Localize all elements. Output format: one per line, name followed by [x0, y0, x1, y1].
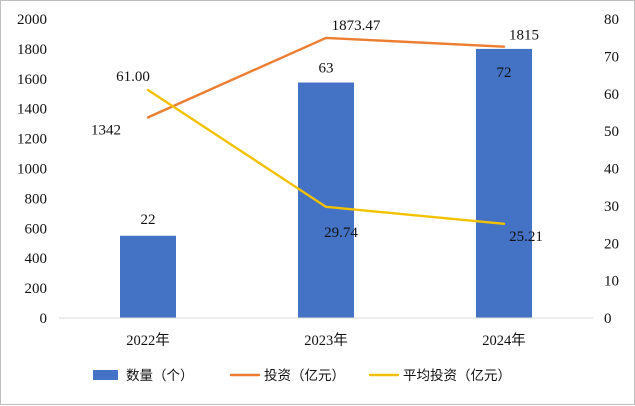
x-tick-label: 2022年: [126, 332, 170, 349]
y-left-tick-label: 2000: [17, 12, 47, 28]
legend: 数量（个） 投资（亿元） 平均投资（亿元）: [93, 368, 511, 384]
bar-data-label: 63: [319, 61, 334, 77]
axes-group: 0 200 400 600 800 1000 1200 1400 1600 1800 2000 0 10…: [17, 12, 619, 349]
average-investment-data-label: 25.21: [509, 229, 543, 245]
y-right-tick-label: 40: [604, 162, 619, 178]
y-right-tick-label: 50: [604, 124, 619, 140]
legend-label: 投资（亿元）: [264, 368, 345, 384]
y-right-tick-label: 0: [604, 311, 612, 327]
investment-data-label: 1815: [509, 28, 539, 44]
y-right-tick-label: 30: [604, 199, 619, 215]
bar-2024年: [476, 48, 532, 319]
y-left-tick-label: 400: [25, 251, 48, 267]
legend-swatch-bar: [93, 370, 118, 380]
investment-data-label: 1873.47: [332, 18, 381, 34]
y-left-tick-label: 200: [25, 281, 48, 297]
y-left-tick-label: 0: [40, 311, 48, 327]
line-investment: [146, 36, 506, 119]
y-right-tick-label: 20: [604, 236, 619, 252]
x-tick-label: 2024年: [482, 332, 526, 349]
y-left-tick-label: 1800: [17, 42, 47, 58]
y-left-tick-label: 1600: [17, 72, 47, 88]
bar-2022年: [120, 235, 176, 318]
x-tick-label: 2023年: [304, 332, 348, 349]
y-right-tick-label: 70: [604, 49, 619, 65]
data-labels-group: 22 63 72 1342 1873.47 1815 61.00 29.74 25.21: [91, 18, 543, 245]
legend-label: 平均投资（亿元）: [403, 368, 511, 384]
legend-item: 数量（个）: [93, 368, 194, 384]
legend-label: 数量（个）: [126, 368, 194, 384]
y-right-tick-label: 10: [604, 274, 619, 290]
y-left-tick-label: 1000: [17, 162, 47, 178]
bar-data-label: 72: [497, 65, 512, 81]
average-investment-data-label: 61.00: [116, 69, 150, 85]
y-left-tick-label: 1200: [17, 132, 47, 148]
line-average-investment: [146, 88, 506, 225]
line-series-group: [146, 36, 506, 225]
bar-data-label: 22: [141, 212, 156, 228]
bar-2023年: [298, 82, 354, 318]
average-investment-data-label: 29.74: [324, 225, 358, 241]
investment-data-label: 1342: [91, 122, 121, 138]
y-left-tick-label: 600: [25, 221, 48, 237]
y-right-tick-label: 60: [604, 87, 619, 103]
bar-series-count: [120, 48, 532, 319]
y-right-tick-label: 80: [604, 12, 619, 28]
legend-item: 平均投资（亿元）: [368, 368, 511, 384]
legend-item: 投资（亿元）: [229, 368, 345, 384]
y-left-tick-label: 1400: [17, 102, 47, 118]
y-left-tick-label: 800: [25, 191, 48, 207]
